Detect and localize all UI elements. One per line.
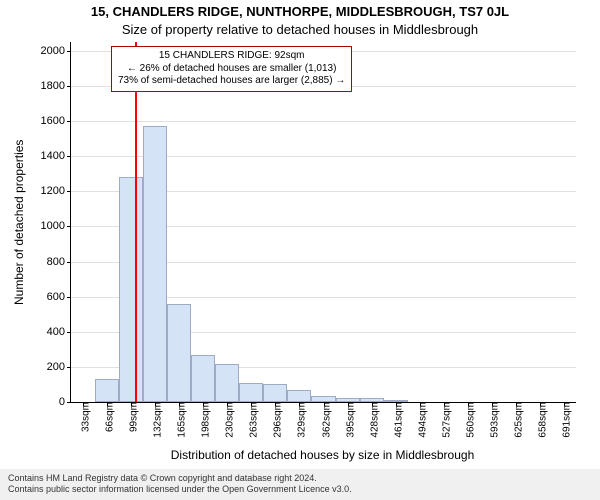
x-tick-label: 494sqm: [411, 402, 428, 438]
x-tick-label: 198sqm: [195, 402, 212, 438]
footer-line-1: Contains HM Land Registry data © Crown c…: [8, 473, 592, 485]
chart-title-sub: Size of property relative to detached ho…: [0, 22, 600, 37]
y-tick-label: 1600: [41, 115, 71, 127]
y-tick-label: 2000: [41, 45, 71, 57]
y-tick-label: 1000: [41, 220, 71, 232]
gridline: [71, 121, 576, 122]
y-tick-label: 600: [47, 291, 71, 303]
x-tick-label: 527sqm: [435, 402, 452, 438]
x-tick-label: 593sqm: [483, 402, 500, 438]
x-tick-label: 263sqm: [243, 402, 260, 438]
y-tick-label: 200: [47, 361, 71, 373]
x-tick-label: 296sqm: [267, 402, 284, 438]
x-tick-label: 658sqm: [531, 402, 548, 438]
histogram-bar: [167, 304, 191, 402]
x-tick-label: 395sqm: [339, 402, 356, 438]
chart-title-main: 15, CHANDLERS RIDGE, NUNTHORPE, MIDDLESB…: [0, 4, 600, 19]
plot-area: 020040060080010001200140016001800200033s…: [70, 42, 576, 403]
x-axis-label: Distribution of detached houses by size …: [70, 448, 575, 462]
y-tick-label: 1200: [41, 185, 71, 197]
x-tick-label: 99sqm: [123, 402, 140, 432]
property-marker-line: [135, 42, 137, 402]
chart-container: 15, CHANDLERS RIDGE, NUNTHORPE, MIDDLESB…: [0, 0, 600, 500]
histogram-bar: [119, 177, 143, 402]
x-tick-label: 560sqm: [459, 402, 476, 438]
y-axis-label: Number of detached properties: [12, 42, 26, 402]
x-tick-label: 362sqm: [315, 402, 332, 438]
annotation-box: 15 CHANDLERS RIDGE: 92sqm ← 26% of detac…: [111, 46, 352, 92]
x-tick-label: 230sqm: [219, 402, 236, 438]
x-tick-label: 66sqm: [99, 402, 116, 432]
footer-line-2: Contains public sector information licen…: [8, 484, 592, 496]
x-tick-label: 165sqm: [171, 402, 188, 438]
annotation-line-2: ← 26% of detached houses are smaller (1,…: [118, 63, 345, 76]
x-tick-label: 625sqm: [507, 402, 524, 438]
x-tick-label: 329sqm: [291, 402, 308, 438]
y-tick-label: 1800: [41, 80, 71, 92]
x-tick-label: 461sqm: [387, 402, 404, 438]
x-tick-label: 33sqm: [75, 402, 92, 432]
histogram-bar: [215, 364, 239, 402]
histogram-bar: [287, 390, 311, 402]
histogram-bar: [263, 384, 287, 402]
y-tick-label: 1400: [41, 150, 71, 162]
histogram-bar: [95, 379, 119, 402]
histogram-bar: [191, 355, 215, 402]
annotation-line-3: 73% of semi-detached houses are larger (…: [118, 75, 345, 88]
histogram-bar: [239, 383, 263, 402]
y-tick-label: 0: [59, 396, 71, 408]
x-tick-label: 428sqm: [363, 402, 380, 438]
footer: Contains HM Land Registry data © Crown c…: [0, 469, 600, 500]
histogram-bar: [143, 126, 167, 402]
x-tick-label: 132sqm: [147, 402, 164, 438]
y-tick-label: 400: [47, 326, 71, 338]
x-tick-label: 691sqm: [555, 402, 572, 438]
y-tick-label: 800: [47, 256, 71, 268]
annotation-line-1: 15 CHANDLERS RIDGE: 92sqm: [118, 50, 345, 63]
